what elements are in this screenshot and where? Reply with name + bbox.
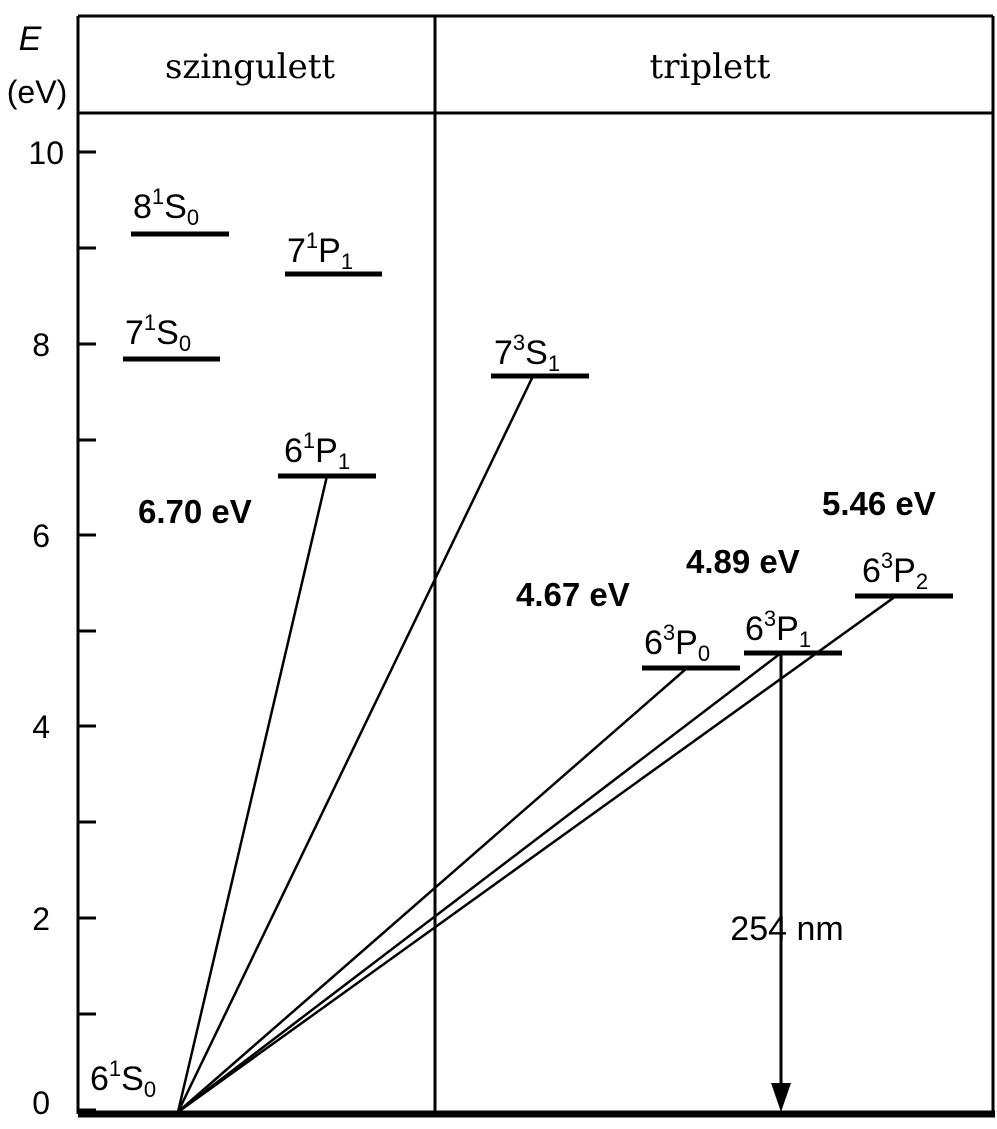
- column-header-triplet: triplett: [650, 47, 771, 87]
- emission-arrow: [771, 653, 791, 1112]
- tick-label-10: 10: [28, 135, 64, 171]
- label-ground-6-1S0: 61S0: [90, 1056, 156, 1102]
- transition-to-6-3P2: [177, 594, 897, 1114]
- tick-label-4: 4: [32, 709, 50, 745]
- transition-lines: [176, 375, 897, 1114]
- energy-label-4-89: 4.89 eV: [686, 543, 800, 580]
- tick-label-8: 8: [32, 327, 50, 363]
- axis-unit: (eV): [7, 74, 67, 110]
- column-header-singlet: szingulett: [165, 47, 335, 87]
- label-6-3P2: 63P2: [862, 548, 928, 594]
- y-axis-ticks: [78, 150, 96, 1112]
- transition-to-7-3S1: [176, 375, 535, 1113]
- energy-annotations: 6.70 eV 4.67 eV 4.89 eV 5.46 eV: [138, 485, 936, 613]
- label-8-1S0: 81S0: [133, 184, 199, 230]
- transition-to-6-3P1: [177, 652, 782, 1113]
- energy-label-4-67: 4.67 eV: [516, 576, 630, 613]
- label-6-3P0: 63P0: [644, 620, 710, 666]
- emission-wavelength-label: 254 nm: [730, 910, 843, 948]
- label-7-3S1: 73S1: [494, 330, 560, 376]
- transition-to-6-1P1: [176, 475, 329, 1113]
- energy-label-6-70: 6.70 eV: [138, 493, 252, 530]
- level-labels: 81S0 71P1 71S0 73S1 61P1 63P2 63P1 63P0 …: [90, 184, 928, 1102]
- y-axis-tick-labels: 0 2 4 6 8 10: [28, 135, 64, 1121]
- emission-arrow-head: [771, 1083, 791, 1112]
- tick-label-6: 6: [32, 518, 50, 554]
- label-6-3P1: 63P1: [745, 606, 811, 652]
- label-7-1P1: 71P1: [287, 228, 353, 274]
- label-7-1S0: 71S0: [125, 310, 191, 356]
- tick-label-0: 0: [32, 1085, 50, 1121]
- axis-symbol: E: [19, 20, 42, 58]
- transition-to-6-3P0: [177, 667, 688, 1113]
- tick-label-2: 2: [32, 901, 50, 937]
- energy-label-5-46: 5.46 eV: [822, 485, 936, 522]
- label-6-1P1: 61P1: [284, 428, 350, 474]
